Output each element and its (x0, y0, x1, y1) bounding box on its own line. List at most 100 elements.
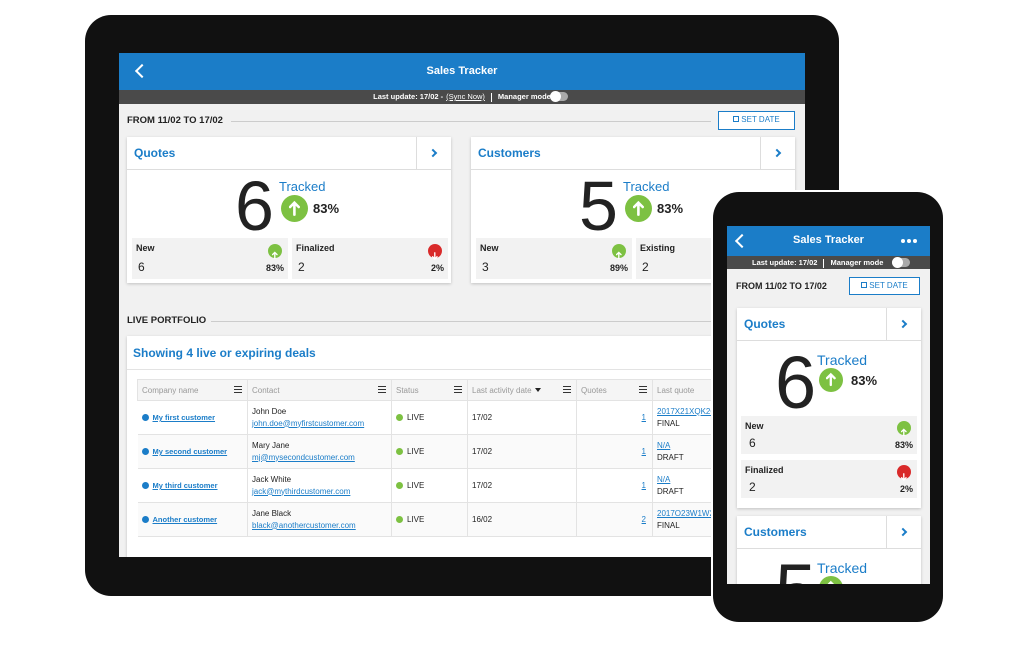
set-date-text[interactable]: SET DATE (741, 115, 780, 124)
date-cell: 17/02 (467, 468, 577, 503)
header-row: Company name Contact Status Last activity d… (137, 379, 805, 401)
company-link[interactable]: My second customer (152, 447, 228, 456)
chevron[interactable] (898, 527, 908, 537)
menu-bar (454, 388, 462, 390)
column-menu[interactable] (234, 386, 242, 393)
tracked-percent: 83% (851, 373, 878, 388)
contact-email[interactable]: jack@mythirdcustomer.com (252, 486, 351, 496)
manager-mode: Manager mode (830, 258, 884, 267)
stat-label: Finalized (745, 465, 784, 475)
chevron[interactable] (428, 148, 438, 158)
card-open[interactable] (886, 516, 921, 549)
trend-arrow (616, 247, 622, 260)
column-title: Last quote (657, 385, 695, 395)
app-title: Sales Tracker (426, 65, 498, 77)
company-link[interactable]: My first customer (152, 413, 216, 422)
table-row: My first customer John Doe john.doe@myfirs… (137, 400, 805, 435)
contact-email[interactable]: john.doe@myfirstcustomer.com (252, 418, 365, 428)
arrow-glyph (272, 251, 278, 260)
card-open[interactable] (416, 137, 451, 170)
stat-box: New 6 83% (132, 238, 288, 279)
quote-link[interactable]: 2017X21XQK2O (657, 406, 717, 416)
contact-name: John Doe (252, 406, 287, 416)
status-cell: LIVE (391, 468, 468, 503)
stat-value: 6 (138, 260, 145, 274)
quote-link[interactable]: N/A (657, 440, 671, 450)
contact-email[interactable]: mj@mysecondcustomer.com (252, 452, 355, 462)
trend-icon (625, 195, 652, 222)
company-cell: My first customer (137, 400, 248, 435)
company-cell: My second customer (137, 434, 248, 469)
manager-toggle[interactable] (892, 257, 910, 268)
menu-dot (901, 239, 905, 243)
manager-toggle[interactable] (550, 91, 568, 102)
stat-box: New 6 83% (741, 416, 917, 454)
quote-status: FINAL (657, 520, 680, 530)
stat-percent: 2% (430, 263, 444, 273)
contact-name: Mary Jane (252, 440, 290, 450)
status-bar: Last update: 17/02 Manager mode (727, 256, 930, 269)
date-cell: 16/02 (467, 502, 577, 537)
stat-percent: 83% (894, 440, 913, 450)
trend-icon (897, 421, 911, 437)
heading-rule (127, 369, 805, 370)
last-update: Last update: 17/02 - (373, 92, 444, 101)
tracked-label: Tracked (817, 560, 868, 576)
trend-icon (428, 244, 442, 260)
tracked-label: Tracked (623, 179, 670, 194)
column-header[interactable]: Contact (247, 379, 392, 401)
card-open[interactable] (760, 137, 795, 170)
trend-arrow (632, 200, 645, 216)
column-header[interactable]: Quotes (576, 379, 653, 401)
column-title: Last activity date (472, 385, 532, 395)
column-header[interactable]: Last activity date (467, 379, 577, 401)
card-header: Customers (471, 137, 795, 170)
quotes-link[interactable]: 1 (641, 447, 646, 456)
manager-mode: Manager mode (497, 92, 551, 101)
chevron[interactable] (772, 148, 782, 158)
contact-email[interactable]: black@anothercustomer.com (252, 520, 356, 530)
trend-icon (281, 195, 308, 222)
quotes-link[interactable]: 1 (641, 413, 646, 422)
column-header[interactable]: Company name (137, 379, 248, 401)
chevron[interactable] (898, 319, 908, 329)
quotes-cell: 1 (576, 400, 653, 435)
arrow-glyph (632, 200, 645, 216)
set-date-button[interactable]: SET DATE (849, 277, 920, 295)
quotes-link[interactable]: 1 (641, 481, 646, 490)
stat-box: New 3 89% (476, 238, 632, 279)
quote-status: DRAFT (657, 486, 684, 496)
app-header: Sales Tracker (727, 226, 930, 256)
table-row: Another customer Jane Black black@anotherc… (137, 502, 805, 537)
quote-link[interactable]: 2017O23W1W2Y (657, 508, 720, 518)
date-cell: 17/02 (467, 400, 577, 435)
card-title: Quotes (134, 146, 176, 160)
trend-arrow (825, 372, 836, 387)
company-link[interactable]: Another customer (152, 515, 218, 524)
company-link[interactable]: My third customer (152, 481, 218, 490)
column-menu[interactable] (378, 386, 386, 393)
column-menu[interactable] (563, 386, 571, 393)
status-bar: Last update: 17/02 - (Sync Now) Manager mo… (119, 90, 805, 104)
column-menu[interactable] (454, 386, 462, 393)
table-row: My second customer Mary Jane mj@mysecondcu… (137, 434, 805, 469)
set-date-text[interactable]: SET DATE (869, 281, 908, 290)
status-cell: LIVE (391, 434, 468, 469)
quotes-link[interactable]: 2 (641, 515, 646, 524)
arrow-glyph (616, 251, 622, 260)
trend-arrow (432, 247, 438, 260)
app-title: Sales Tracker (793, 234, 864, 246)
more-menu[interactable] (901, 239, 919, 243)
column-header[interactable]: Status (391, 379, 468, 401)
toggle-knob (550, 91, 561, 102)
column-menu[interactable] (639, 386, 647, 393)
stat-value: 2 (298, 260, 305, 274)
set-date-button[interactable]: SET DATE (718, 111, 795, 130)
card-open[interactable] (886, 308, 921, 341)
trend-icon (819, 576, 843, 584)
card-header: Quotes (127, 137, 451, 170)
card-header: Customers (737, 516, 921, 549)
quote-link[interactable]: N/A (657, 474, 671, 484)
sync-now[interactable]: (Sync Now) (446, 92, 485, 101)
last-update: Last update: 17/02 (752, 258, 818, 267)
